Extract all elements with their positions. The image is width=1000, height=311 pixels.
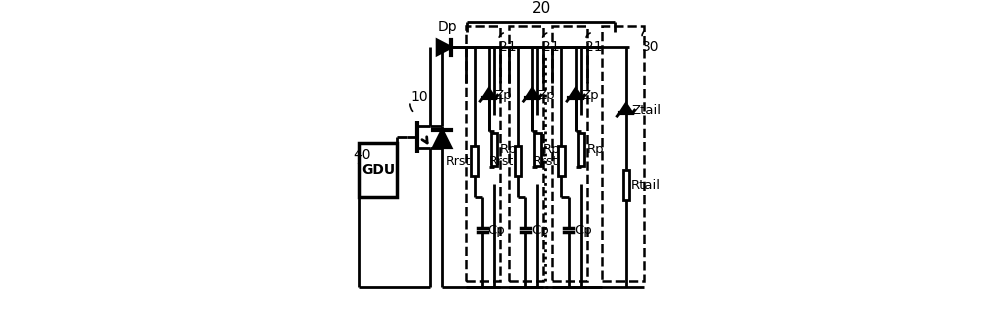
Text: Rp: Rp — [543, 143, 560, 156]
Text: Cp: Cp — [574, 224, 592, 237]
Text: Rtail: Rtail — [631, 179, 661, 192]
Text: 40: 40 — [353, 148, 371, 162]
Bar — [552, 26, 587, 281]
Polygon shape — [437, 40, 451, 55]
Text: GDU: GDU — [361, 163, 395, 177]
Bar — [466, 26, 500, 281]
Bar — [515, 146, 521, 176]
Text: Zp: Zp — [581, 89, 599, 102]
Bar — [558, 146, 565, 176]
Text: 20: 20 — [532, 1, 551, 16]
Polygon shape — [526, 89, 538, 98]
Polygon shape — [569, 89, 582, 98]
Bar — [471, 146, 478, 176]
Text: Rp: Rp — [586, 143, 604, 156]
Text: 10: 10 — [410, 90, 428, 104]
Text: Ztail: Ztail — [631, 104, 661, 117]
Polygon shape — [620, 104, 632, 113]
Text: Rrst: Rrst — [446, 155, 471, 168]
Text: 21: 21 — [585, 40, 603, 54]
Text: Dp: Dp — [438, 20, 457, 34]
Polygon shape — [433, 130, 451, 148]
Polygon shape — [483, 89, 495, 98]
Text: Cp: Cp — [487, 224, 505, 237]
Text: Rrst: Rrst — [489, 155, 514, 168]
Text: Rp: Rp — [499, 143, 517, 156]
Text: 30: 30 — [642, 40, 660, 54]
Bar — [509, 26, 543, 281]
Text: 21: 21 — [542, 40, 560, 54]
Bar — [578, 133, 584, 166]
Text: Zp: Zp — [494, 89, 512, 102]
Bar — [359, 143, 397, 197]
Text: Cp: Cp — [531, 224, 549, 237]
Bar — [534, 133, 541, 166]
Bar — [602, 26, 644, 281]
Text: 21: 21 — [499, 40, 516, 54]
Bar — [491, 133, 497, 166]
Text: Rrst: Rrst — [533, 155, 558, 168]
Bar — [623, 170, 629, 200]
Text: Zp: Zp — [538, 89, 555, 102]
